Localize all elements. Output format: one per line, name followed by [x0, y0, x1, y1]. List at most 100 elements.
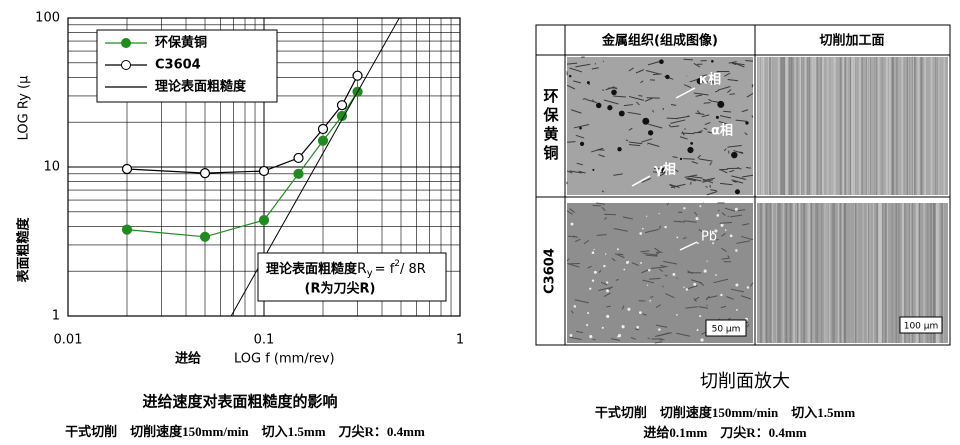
- texture-dot: [646, 284, 649, 286]
- texture-line: [586, 98, 598, 104]
- texture-line: [567, 235, 579, 238]
- texture-dot: [617, 147, 622, 152]
- texture-line: [657, 332, 673, 337]
- y-tick-label: 1: [52, 309, 60, 324]
- x-tick-label: 0.1: [254, 333, 275, 348]
- texture-line: [613, 173, 623, 176]
- texture-line: [654, 341, 663, 344]
- texture-dot: [646, 215, 648, 217]
- texture-dot: [601, 326, 604, 329]
- texture-line: [628, 67, 634, 72]
- texture-line: [647, 142, 660, 148]
- texture-line: [691, 161, 698, 164]
- texture-dot: [573, 305, 577, 308]
- texture-line: [638, 95, 643, 97]
- texture-line: [709, 162, 713, 166]
- texture-dot: [591, 279, 595, 282]
- texture-line: [711, 82, 721, 85]
- data-point: [317, 135, 329, 146]
- texture-line: [703, 127, 708, 131]
- texture-dot: [591, 251, 595, 254]
- texture-line: [731, 179, 744, 184]
- texture-line: [721, 212, 726, 217]
- texture-line: [720, 305, 727, 309]
- texture-line: [605, 86, 615, 91]
- texture-line: [719, 115, 732, 119]
- texture-line: [681, 131, 685, 136]
- legend-label: C3604: [155, 58, 201, 73]
- texture-line: [730, 214, 742, 218]
- texture-line: [670, 119, 686, 124]
- texture-dot: [731, 151, 738, 159]
- texture-line: [746, 323, 750, 328]
- texture-line: [613, 95, 627, 98]
- texture-line: [662, 285, 664, 288]
- texture-dot: [611, 89, 617, 96]
- texture-line: [576, 330, 584, 334]
- texture-line: [723, 148, 727, 152]
- scale-bar-label: 100 μm: [904, 322, 939, 332]
- texture-line: [685, 178, 696, 182]
- texture-line: [641, 138, 653, 143]
- texture-dot: [676, 314, 678, 316]
- figure-conditions: 干式切削 切削速度150mm/min 切入1.5mm: [595, 405, 856, 420]
- annotation-text: 理论表面粗糙度: [266, 261, 358, 277]
- phase-label: α相: [711, 123, 733, 139]
- texture-line: [749, 282, 754, 287]
- texture-dot: [593, 270, 597, 274]
- texture-dot: [627, 307, 631, 311]
- texture-line: [600, 281, 608, 286]
- row-label: C3604: [543, 248, 558, 294]
- texture-line: [654, 247, 661, 253]
- chart-caption: 进给速度对表面粗糙度的影响: [142, 393, 337, 411]
- legend-marker: [121, 38, 131, 48]
- texture-dot: [647, 268, 651, 272]
- texture-line: [574, 299, 589, 304]
- column-header: 金属组织(组成图像): [601, 33, 718, 49]
- texture-dot: [693, 282, 697, 286]
- texture-line: [718, 120, 728, 125]
- texture-line: [660, 265, 668, 268]
- texture-dot: [715, 115, 719, 119]
- texture-dot: [658, 212, 660, 215]
- texture-dot: [586, 323, 589, 327]
- texture-dot: [714, 229, 718, 233]
- texture-line: [570, 310, 574, 314]
- texture-dot: [683, 207, 686, 210]
- texture-line: [732, 180, 737, 183]
- data-point: [199, 231, 211, 242]
- texture-line: [710, 189, 717, 192]
- texture-line: [721, 257, 730, 260]
- texture-line: [683, 158, 695, 160]
- texture-line: [741, 223, 750, 226]
- texture-line: [683, 84, 692, 89]
- texture-line: [611, 257, 616, 262]
- texture-line: [724, 207, 736, 212]
- texture-line: [569, 208, 575, 213]
- annotation-box: [257, 252, 447, 302]
- texture-line: [698, 306, 709, 309]
- data-point: [199, 168, 211, 179]
- texture-line: [647, 337, 650, 340]
- texture-dot: [605, 253, 607, 255]
- annotation-subscript: y: [367, 268, 373, 279]
- texture-line: [615, 279, 619, 281]
- texture-dot: [641, 227, 644, 230]
- texture-line: [695, 94, 703, 97]
- y-axis-title: LOG Ry (μ: [17, 76, 32, 141]
- texture-line: [644, 228, 659, 234]
- texture-line: [628, 141, 643, 145]
- texture-line: [634, 328, 640, 331]
- texture-line: [727, 133, 733, 136]
- texture-dot: [640, 262, 642, 264]
- texture-line: [631, 262, 639, 266]
- texture-dot: [569, 334, 573, 337]
- texture-dot: [603, 264, 606, 268]
- texture-line: [746, 92, 754, 98]
- texture-line: [598, 286, 613, 291]
- texture-dot: [579, 126, 582, 130]
- texture-dot: [706, 260, 708, 262]
- texture-line: [676, 277, 678, 279]
- x-tick-label: 0.01: [54, 333, 83, 348]
- texture-line: [587, 265, 592, 269]
